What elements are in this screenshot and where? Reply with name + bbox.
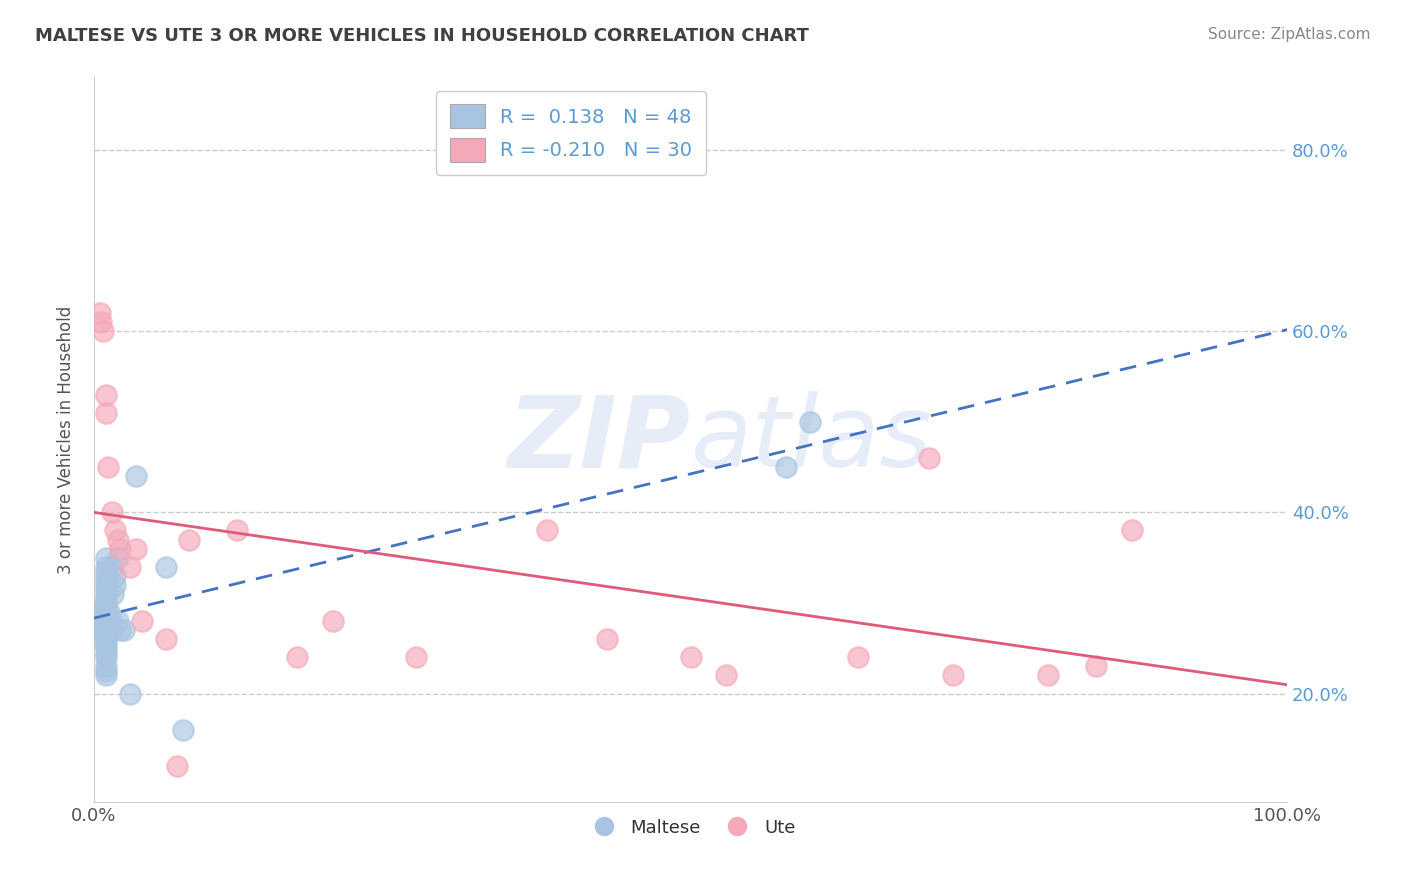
Text: Source: ZipAtlas.com: Source: ZipAtlas.com: [1208, 27, 1371, 42]
Point: [942, 668, 965, 682]
Point: [94, 559, 117, 574]
Point: [97, 460, 120, 475]
Point: [94, 387, 117, 401]
Point: [94, 632, 117, 647]
Point: [679, 650, 702, 665]
Point: [94, 650, 117, 665]
Point: [125, 469, 148, 483]
Point: [94, 406, 117, 420]
Point: [322, 614, 344, 628]
Point: [118, 559, 141, 574]
Point: [775, 460, 797, 475]
Point: [93, 605, 115, 619]
Point: [104, 578, 127, 592]
Point: [799, 415, 821, 429]
Point: [94, 627, 117, 641]
Point: [101, 559, 124, 574]
Point: [166, 759, 188, 773]
Point: [155, 559, 177, 574]
Point: [94, 659, 117, 673]
Point: [172, 723, 194, 737]
Point: [179, 533, 201, 547]
Y-axis label: 3 or more Vehicles in Household: 3 or more Vehicles in Household: [58, 306, 75, 574]
Point: [1038, 668, 1060, 682]
Point: [108, 623, 131, 637]
Point: [101, 623, 124, 637]
Point: [101, 505, 124, 519]
Point: [94, 587, 117, 601]
Point: [94, 623, 117, 637]
Point: [98, 605, 121, 619]
Point: [112, 623, 135, 637]
Point: [125, 541, 148, 556]
Point: [94, 605, 117, 619]
Point: [104, 524, 127, 538]
Point: [155, 632, 177, 647]
Point: [918, 450, 941, 465]
Point: [107, 614, 129, 628]
Point: [226, 524, 249, 538]
Point: [108, 541, 131, 556]
Point: [94, 600, 117, 615]
Point: [716, 668, 738, 682]
Point: [118, 687, 141, 701]
Point: [94, 618, 117, 632]
Text: MALTESE VS UTE 3 OR MORE VEHICLES IN HOUSEHOLD CORRELATION CHART: MALTESE VS UTE 3 OR MORE VEHICLES IN HOU…: [35, 27, 808, 45]
Point: [94, 574, 117, 588]
Point: [104, 568, 127, 582]
Point: [1085, 659, 1108, 673]
Point: [107, 550, 129, 565]
Point: [131, 614, 153, 628]
Point: [1121, 524, 1143, 538]
Legend: Maltese, Ute: Maltese, Ute: [578, 812, 803, 844]
Point: [90, 315, 112, 329]
Point: [93, 596, 115, 610]
Point: [91, 614, 114, 628]
Point: [101, 614, 124, 628]
Point: [107, 533, 129, 547]
Point: [536, 524, 558, 538]
Point: [94, 664, 117, 678]
Point: [94, 564, 117, 578]
Point: [94, 668, 117, 682]
Point: [94, 582, 117, 597]
Point: [596, 632, 619, 647]
Point: [94, 550, 117, 565]
Point: [94, 596, 117, 610]
Point: [90, 623, 112, 637]
Point: [101, 587, 124, 601]
Point: [405, 650, 427, 665]
Point: [94, 614, 117, 628]
Point: [97, 614, 120, 628]
Point: [89, 306, 111, 320]
Point: [285, 650, 308, 665]
Point: [93, 324, 115, 338]
Point: [94, 641, 117, 656]
Point: [94, 591, 117, 606]
Point: [846, 650, 869, 665]
Point: [94, 609, 117, 624]
Point: [89, 632, 111, 647]
Point: [94, 637, 117, 651]
Point: [94, 578, 117, 592]
Point: [94, 646, 117, 660]
Text: atlas: atlas: [690, 392, 932, 488]
Point: [94, 568, 117, 582]
Text: ZIP: ZIP: [508, 392, 690, 488]
